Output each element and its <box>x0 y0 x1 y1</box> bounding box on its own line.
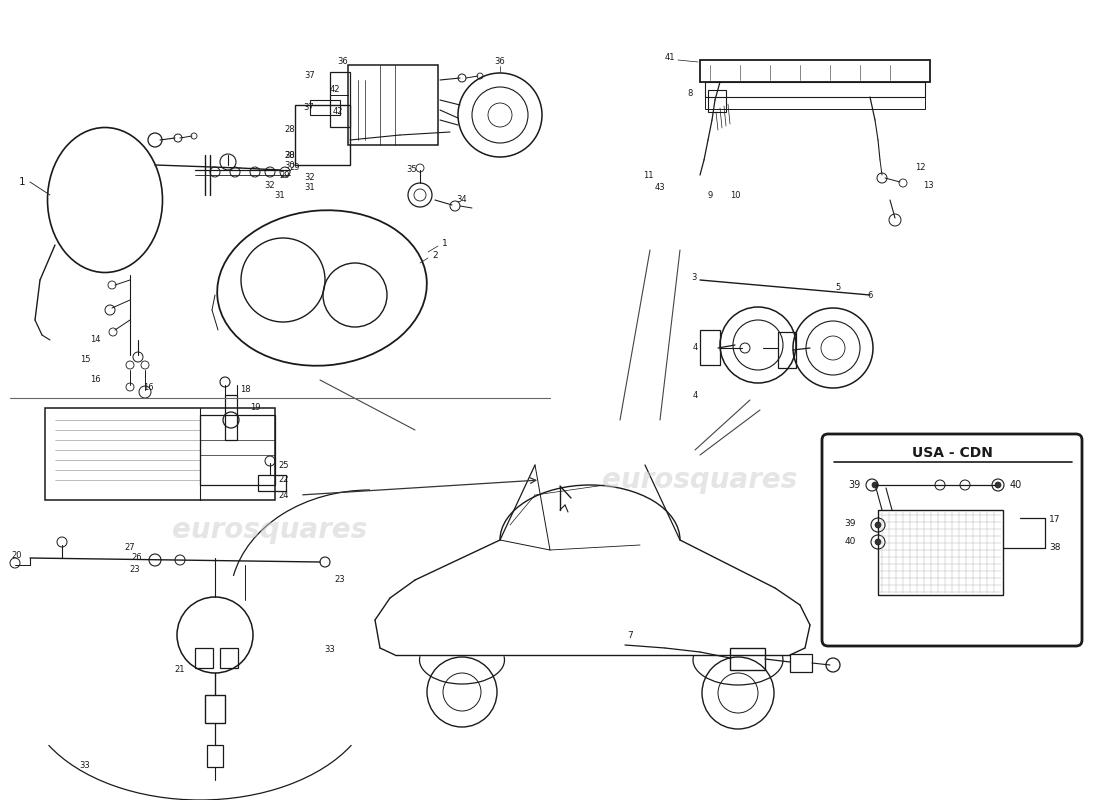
Text: 27: 27 <box>124 543 135 553</box>
Text: 23: 23 <box>130 566 141 574</box>
Text: 4: 4 <box>692 390 697 399</box>
Text: 9: 9 <box>707 190 713 199</box>
Text: 31: 31 <box>275 190 285 199</box>
Text: 36: 36 <box>338 58 349 66</box>
Text: 21: 21 <box>175 666 185 674</box>
Bar <box>705 97 925 109</box>
Text: 39: 39 <box>845 519 856 529</box>
Text: 37: 37 <box>305 70 316 79</box>
Text: 15: 15 <box>79 355 90 365</box>
Text: 1: 1 <box>442 239 448 249</box>
Text: 28: 28 <box>285 150 295 159</box>
Text: USA - CDN: USA - CDN <box>912 446 992 460</box>
Text: 35: 35 <box>407 166 417 174</box>
Text: 17: 17 <box>1049 515 1060 525</box>
Text: 25: 25 <box>278 461 288 470</box>
Text: 23: 23 <box>334 575 345 585</box>
Text: 3: 3 <box>692 274 697 282</box>
Text: 24: 24 <box>278 490 288 499</box>
Text: 42: 42 <box>332 107 343 117</box>
Text: 8: 8 <box>688 89 693 98</box>
Circle shape <box>874 539 881 545</box>
Text: 20: 20 <box>12 550 22 559</box>
Text: 30: 30 <box>285 150 295 159</box>
Bar <box>258 475 286 491</box>
Text: 5: 5 <box>835 283 840 293</box>
Circle shape <box>874 522 881 528</box>
Text: 13: 13 <box>923 181 933 190</box>
Text: 41: 41 <box>664 54 675 62</box>
Bar <box>878 510 1003 595</box>
Text: 30: 30 <box>285 161 295 170</box>
Text: 7: 7 <box>627 630 632 639</box>
Bar <box>700 60 930 82</box>
Bar <box>226 395 236 440</box>
Text: eurosquares: eurosquares <box>173 516 367 544</box>
Text: 19: 19 <box>250 402 261 411</box>
Text: 37: 37 <box>302 103 313 113</box>
Text: 40: 40 <box>845 538 856 546</box>
Text: 22: 22 <box>278 475 288 485</box>
Text: 16: 16 <box>90 375 100 385</box>
Text: 31: 31 <box>305 183 316 193</box>
Text: 36: 36 <box>495 58 505 66</box>
Text: 34: 34 <box>456 195 468 205</box>
Text: 42: 42 <box>330 86 340 94</box>
Text: 16: 16 <box>143 383 153 393</box>
Text: 4: 4 <box>693 343 698 353</box>
Text: 32: 32 <box>265 181 275 190</box>
Text: 18: 18 <box>240 386 251 394</box>
Circle shape <box>996 482 1001 488</box>
Text: 40: 40 <box>1010 480 1022 490</box>
Text: 2: 2 <box>432 251 438 261</box>
Text: 38: 38 <box>1049 543 1060 553</box>
Text: 29: 29 <box>289 163 300 173</box>
Text: 29: 29 <box>279 170 290 179</box>
Text: 14: 14 <box>90 335 100 345</box>
Text: 33: 33 <box>324 646 336 654</box>
Text: 1: 1 <box>19 177 25 187</box>
Text: 28: 28 <box>285 126 295 134</box>
Text: 43: 43 <box>654 183 666 193</box>
Text: 32: 32 <box>305 174 316 182</box>
Text: eurosquares: eurosquares <box>603 466 798 494</box>
Text: 26: 26 <box>132 554 142 562</box>
Text: 6: 6 <box>867 290 872 299</box>
Bar <box>705 82 925 97</box>
Text: 10: 10 <box>729 190 740 199</box>
Circle shape <box>872 482 878 488</box>
Text: 39: 39 <box>848 480 860 490</box>
Text: 12: 12 <box>915 163 925 173</box>
Text: 11: 11 <box>642 170 653 179</box>
Text: 33: 33 <box>79 761 90 770</box>
